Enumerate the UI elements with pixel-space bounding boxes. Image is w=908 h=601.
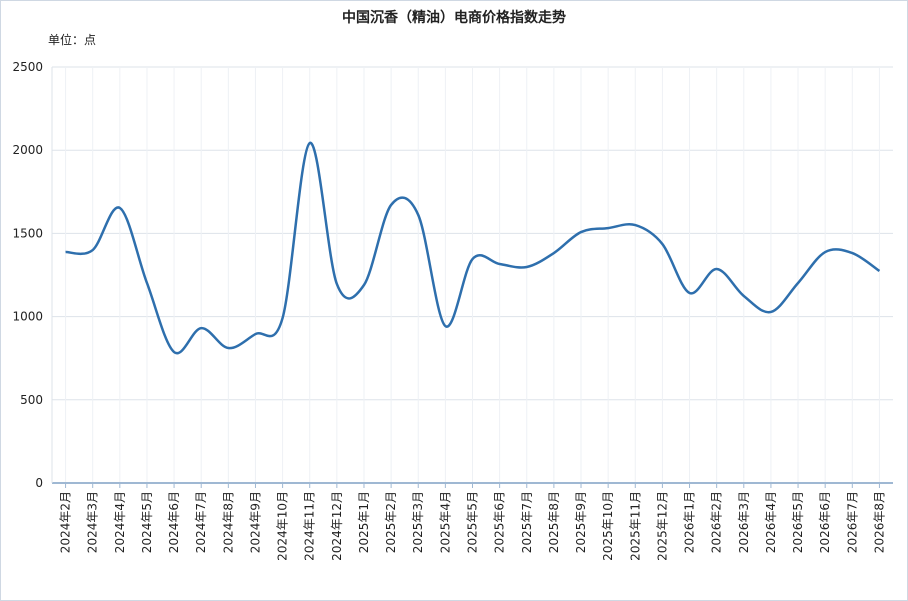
x-tick-label: 2025年11月 (628, 491, 642, 561)
x-tick-label: 2024年2月 (59, 491, 73, 553)
x-tick-label: 2024年10月 (276, 491, 290, 561)
line (65, 141, 881, 355)
subtitle: 单位：点 (48, 32, 96, 47)
x-tick-label: 2025年5月 (466, 491, 480, 553)
x-tick-label: 2025年10月 (601, 491, 615, 561)
x-tick-label: 2025年4月 (438, 491, 452, 553)
chart-title: 中国沉香（精油）电商价格指数走势 (342, 9, 566, 26)
x-tick-label: 2026年3月 (737, 491, 751, 553)
x-tick-label: 2025年9月 (574, 491, 588, 553)
x-tick-label: 2024年8月 (221, 491, 235, 553)
x-tick-label: 2025年3月 (411, 491, 425, 553)
x-tick-label: 2025年8月 (547, 491, 561, 553)
y-tick-label: 2500 (12, 60, 43, 74)
x-tick-label: 2024年3月 (86, 491, 100, 553)
x-tick-label: 2025年1月 (357, 491, 371, 553)
x-tick-label: 2024年9月 (248, 491, 262, 553)
x-tick-label: 2026年8月 (872, 491, 886, 553)
y-tick-label: 1500 (12, 226, 43, 240)
x-tick-label: 2026年4月 (764, 491, 778, 553)
x-tick-label: 2026年2月 (710, 491, 724, 553)
x-tick-label: 2024年11月 (303, 491, 317, 561)
x-tick-label: 2025年12月 (655, 491, 669, 561)
x-tick-label: 2024年5月 (140, 491, 154, 553)
x-tick-label: 2024年12月 (330, 491, 344, 561)
x-tick-label: 2026年6月 (818, 491, 832, 553)
x-tick-label: 2024年6月 (167, 491, 181, 553)
y-tick-label: 1000 (12, 310, 43, 324)
x-tick-label: 2025年2月 (384, 491, 398, 553)
x-tick-label: 2026年5月 (791, 491, 805, 553)
x-tick-label: 2025年7月 (520, 491, 534, 553)
x-tick-label: 2026年1月 (683, 491, 697, 553)
x-tick-label: 2024年7月 (194, 491, 208, 553)
x-tick-label: 2024年4月 (113, 491, 127, 553)
x-tick-label: 2026年7月 (845, 491, 859, 553)
y-tick-label: 0 (35, 476, 43, 490)
x-tick-label: 2025年6月 (493, 491, 507, 553)
y-tick-label: 2000 (12, 143, 43, 157)
y-tick-label: 500 (20, 393, 43, 407)
